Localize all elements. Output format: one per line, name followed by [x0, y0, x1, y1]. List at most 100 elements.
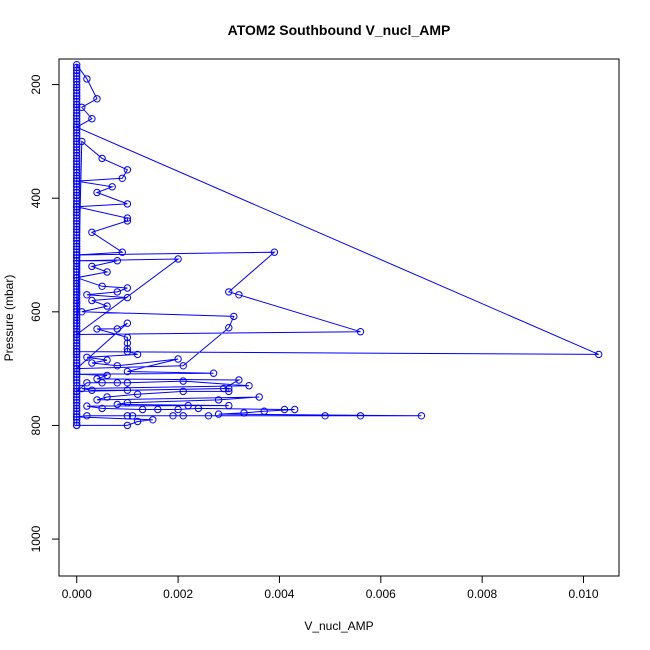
data-point [149, 416, 157, 424]
data-point [255, 393, 263, 401]
x-tick-label: 0.004 [264, 587, 294, 601]
data-point [73, 404, 81, 413]
data-point [73, 316, 81, 324]
x-tick-label: 0.000 [62, 587, 92, 601]
data-point [123, 284, 132, 292]
data-point [73, 69, 81, 77]
data-point [73, 231, 81, 239]
data-point [73, 313, 81, 322]
data-point [73, 137, 81, 146]
data-point [73, 200, 81, 208]
data-point [73, 282, 81, 290]
data-point [123, 200, 132, 208]
data-point [73, 259, 81, 268]
data-point [73, 95, 81, 103]
data-point [73, 186, 81, 194]
data-point [73, 416, 81, 424]
data-point [78, 308, 86, 316]
data-point [280, 405, 289, 414]
data-point [356, 412, 365, 420]
data-point [73, 123, 81, 131]
data-point [291, 405, 299, 414]
data-point [73, 299, 81, 307]
data-point [133, 350, 142, 359]
data-point [154, 405, 162, 414]
data-point [73, 222, 81, 231]
data-point [78, 384, 86, 393]
data-point [73, 89, 81, 97]
data-point [123, 293, 132, 302]
data-point [73, 330, 81, 339]
data-point [204, 412, 213, 420]
data-point [73, 333, 81, 342]
data-point [174, 255, 182, 263]
data-point [73, 66, 81, 75]
data-point [78, 137, 86, 146]
data-point [73, 257, 81, 265]
data-point [73, 288, 81, 296]
data-point [73, 197, 81, 205]
data-point [179, 412, 187, 420]
data-point [113, 325, 122, 333]
data-point [73, 254, 81, 262]
plot-frame [58, 58, 620, 577]
data-point [209, 369, 218, 377]
data-point [73, 347, 81, 356]
data-point [73, 399, 81, 407]
data-point [73, 126, 81, 134]
data-point [73, 418, 81, 427]
data-point [83, 75, 91, 83]
data-point [73, 413, 81, 421]
data-point [123, 379, 132, 387]
data-point [83, 291, 91, 299]
data-point [88, 262, 96, 271]
data-point [73, 274, 81, 282]
data-point [73, 370, 81, 378]
data-point [73, 120, 81, 129]
data-point [73, 157, 81, 166]
data-point [73, 401, 81, 410]
data-point [113, 400, 122, 409]
data-point [73, 384, 81, 393]
data-point [73, 174, 81, 183]
data-point [73, 149, 81, 157]
data-point [73, 115, 81, 123]
data-point [73, 234, 81, 242]
data-point [73, 239, 81, 248]
data-point [73, 83, 81, 92]
data-point [73, 208, 81, 217]
data-point [73, 154, 81, 163]
data-point [73, 80, 81, 89]
data-point [73, 75, 81, 83]
y-tick-label: 800 [29, 415, 43, 435]
data-point [108, 183, 116, 191]
data-point [73, 132, 81, 140]
data-point [103, 268, 111, 276]
data-point [73, 421, 81, 430]
data-point [123, 319, 132, 327]
data-point [73, 364, 81, 373]
data-point [73, 339, 81, 347]
data-point [88, 296, 96, 305]
data-point [73, 350, 81, 359]
data-point [93, 188, 101, 197]
data-point [93, 325, 101, 333]
data-point [73, 60, 81, 69]
data-point [225, 384, 233, 393]
data-point [214, 410, 223, 418]
data-point [73, 225, 81, 234]
data-point [245, 382, 253, 390]
data-point [123, 217, 132, 225]
data-point [88, 386, 96, 394]
data-point [73, 345, 81, 353]
data-point [118, 248, 127, 256]
data-point [83, 379, 91, 387]
data-point [174, 355, 182, 363]
data-point [73, 245, 81, 254]
data-point [73, 291, 81, 299]
data-point [73, 373, 81, 381]
data-point [73, 109, 81, 117]
data-point [98, 154, 106, 163]
x-axis-label: V_nucl_AMP [304, 619, 373, 633]
data-point [73, 78, 81, 86]
